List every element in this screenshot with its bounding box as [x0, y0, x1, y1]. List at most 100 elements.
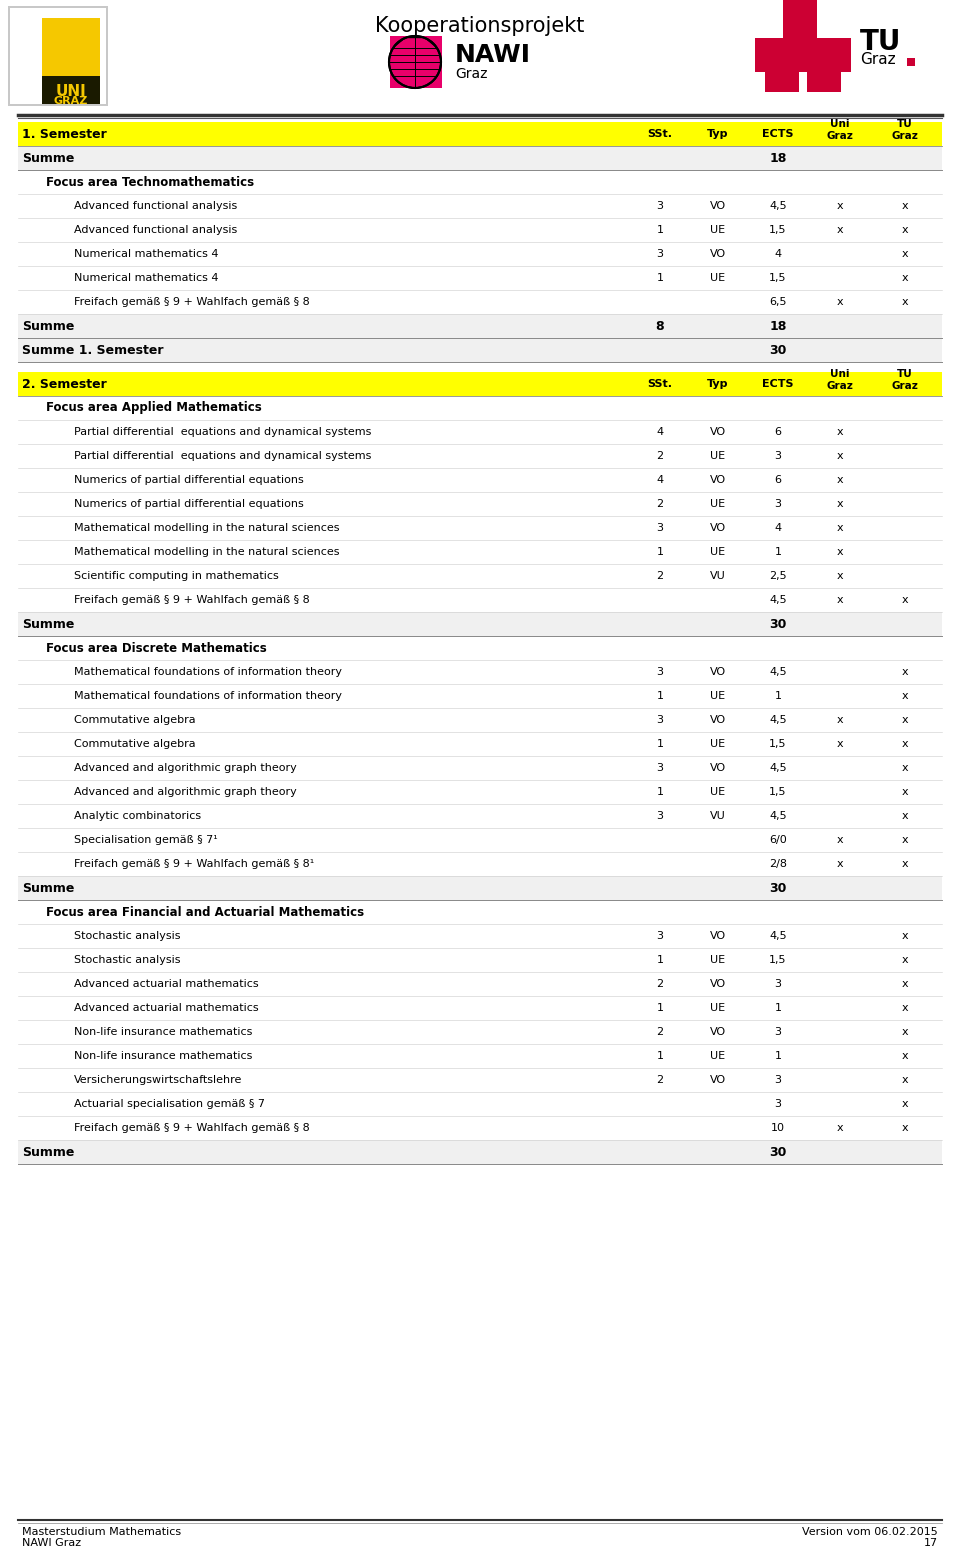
- Text: UE: UE: [710, 1051, 726, 1061]
- Bar: [807, 70, 841, 92]
- Text: Summe: Summe: [22, 1145, 74, 1159]
- Text: 2: 2: [657, 979, 663, 989]
- Text: 1,5: 1,5: [769, 787, 787, 797]
- Bar: [907, 58, 915, 66]
- Bar: [18, 900, 942, 925]
- Text: Summe 1. Semester: Summe 1. Semester: [22, 344, 163, 356]
- Text: Summe: Summe: [22, 617, 74, 631]
- Text: Advanced actuarial mathematics: Advanced actuarial mathematics: [74, 1003, 258, 1014]
- Text: x: x: [901, 1026, 908, 1037]
- Bar: [18, 564, 942, 587]
- Text: 17: 17: [924, 1539, 938, 1548]
- Text: x: x: [901, 667, 908, 676]
- Text: x: x: [837, 595, 843, 604]
- Text: 4,5: 4,5: [769, 595, 787, 604]
- Text: 3: 3: [775, 979, 781, 989]
- Text: x: x: [837, 498, 843, 509]
- Text: Freifach gemäß § 9 + Wahlfach gemäß § 8¹: Freifach gemäß § 9 + Wahlfach gemäß § 8¹: [74, 859, 314, 868]
- Text: Uni
Graz: Uni Graz: [827, 369, 853, 390]
- Text: x: x: [901, 595, 908, 604]
- Text: VO: VO: [710, 248, 726, 259]
- Text: VO: VO: [710, 426, 726, 437]
- Text: Freifach gemäß § 9 + Wahlfach gemäß § 8: Freifach gemäß § 9 + Wahlfach gemäß § 8: [74, 297, 310, 308]
- Text: x: x: [901, 715, 908, 725]
- Text: TU
Graz: TU Graz: [892, 369, 919, 390]
- Bar: [8, 6, 108, 106]
- Text: 3: 3: [775, 1100, 781, 1109]
- Bar: [18, 756, 942, 779]
- Text: 1: 1: [657, 1051, 663, 1061]
- Text: Graz: Graz: [455, 67, 488, 81]
- Text: 4: 4: [775, 248, 781, 259]
- Text: UE: UE: [710, 498, 726, 509]
- Text: VO: VO: [710, 523, 726, 533]
- Text: Focus area Discrete Mathematics: Focus area Discrete Mathematics: [46, 642, 267, 654]
- Text: Non-life insurance mathematics: Non-life insurance mathematics: [74, 1026, 252, 1037]
- Text: VO: VO: [710, 931, 726, 940]
- Text: 8: 8: [656, 320, 664, 333]
- Bar: [18, 733, 942, 756]
- Text: 10: 10: [771, 1123, 785, 1132]
- Text: TU
Graz: TU Graz: [892, 119, 919, 141]
- Bar: [18, 997, 942, 1020]
- Text: Freifach gemäß § 9 + Wahlfach gemäß § 8: Freifach gemäß § 9 + Wahlfach gemäß § 8: [74, 1123, 310, 1132]
- Text: VO: VO: [710, 667, 726, 676]
- Bar: [18, 612, 942, 636]
- Text: UE: UE: [710, 451, 726, 461]
- Text: x: x: [837, 426, 843, 437]
- Bar: [783, 0, 817, 50]
- Text: x: x: [901, 811, 908, 822]
- Text: VU: VU: [710, 572, 726, 581]
- Text: 1: 1: [775, 1051, 781, 1061]
- Text: 1: 1: [775, 1003, 781, 1014]
- Text: 4: 4: [775, 523, 781, 533]
- Bar: [18, 372, 942, 397]
- Bar: [18, 925, 942, 948]
- Text: 4,5: 4,5: [769, 762, 787, 773]
- Bar: [18, 194, 942, 219]
- Text: 6: 6: [775, 475, 781, 484]
- Text: 3: 3: [657, 201, 663, 211]
- Text: 2: 2: [657, 1026, 663, 1037]
- Text: x: x: [837, 1123, 843, 1132]
- Text: NAWI Graz: NAWI Graz: [22, 1539, 82, 1548]
- Text: x: x: [901, 273, 908, 283]
- Text: UE: UE: [710, 225, 726, 234]
- Text: 1: 1: [775, 690, 781, 701]
- Bar: [18, 145, 942, 170]
- Text: x: x: [837, 859, 843, 868]
- Text: Partial differential  equations and dynamical systems: Partial differential equations and dynam…: [74, 426, 372, 437]
- Bar: [18, 828, 942, 851]
- Bar: [18, 636, 942, 661]
- Bar: [42, 19, 100, 80]
- Text: 1: 1: [657, 547, 663, 558]
- Text: x: x: [901, 762, 908, 773]
- Text: 3: 3: [657, 811, 663, 822]
- Text: Focus area Financial and Actuarial Mathematics: Focus area Financial and Actuarial Mathe…: [46, 906, 364, 918]
- Text: x: x: [901, 859, 908, 868]
- Text: x: x: [837, 739, 843, 750]
- Text: UE: UE: [710, 954, 726, 965]
- Bar: [18, 170, 942, 194]
- Text: x: x: [837, 225, 843, 234]
- Text: 3: 3: [657, 667, 663, 676]
- Text: 6,5: 6,5: [769, 297, 787, 308]
- Bar: [18, 948, 942, 972]
- Text: x: x: [837, 715, 843, 725]
- Text: Uni
Graz: Uni Graz: [827, 119, 853, 141]
- Text: x: x: [901, 297, 908, 308]
- Bar: [18, 1043, 942, 1068]
- Text: 4,5: 4,5: [769, 667, 787, 676]
- Text: Summe: Summe: [22, 152, 74, 164]
- Text: 1. Semester: 1. Semester: [22, 128, 107, 141]
- Text: 4: 4: [657, 475, 663, 484]
- Text: 18: 18: [769, 152, 786, 164]
- Text: Partial differential  equations and dynamical systems: Partial differential equations and dynam…: [74, 451, 372, 461]
- Text: UE: UE: [710, 787, 726, 797]
- Text: UE: UE: [710, 739, 726, 750]
- Bar: [18, 1068, 942, 1092]
- Text: 3: 3: [775, 498, 781, 509]
- Bar: [18, 587, 942, 612]
- Text: x: x: [901, 690, 908, 701]
- Text: 3: 3: [775, 1026, 781, 1037]
